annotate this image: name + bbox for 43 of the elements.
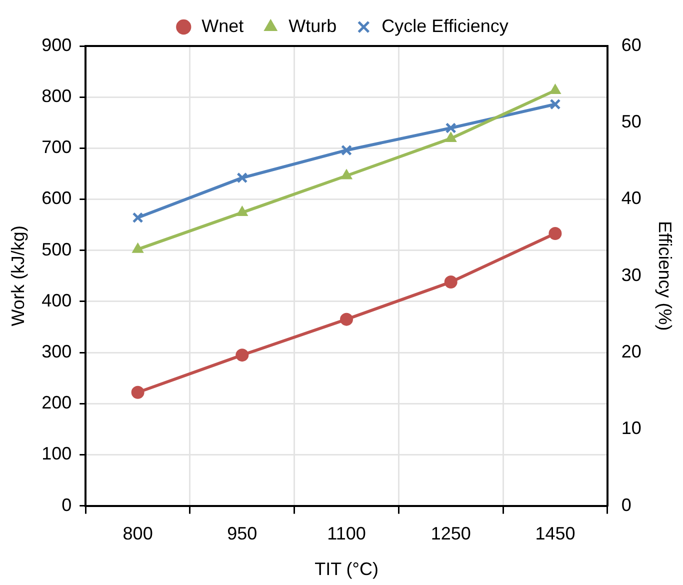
y2-tick-label: 60	[621, 34, 642, 55]
point	[340, 169, 352, 180]
point	[131, 386, 144, 399]
point	[445, 122, 456, 134]
y-tick-label: 600	[42, 188, 72, 208]
x-tick-label: 800	[122, 524, 153, 544]
x-axis-title: TIT (°C)	[314, 559, 378, 580]
point	[132, 212, 144, 224]
x-tick-label: 1100	[327, 524, 366, 544]
y-tick-label: 300	[42, 342, 72, 362]
point	[444, 276, 458, 289]
point	[132, 242, 144, 253]
point	[236, 172, 248, 184]
x-tick-label: 950	[227, 524, 258, 544]
point	[340, 312, 354, 326]
y-tick-label: 0	[62, 494, 72, 515]
y-tick-label: 800	[42, 86, 72, 106]
point	[445, 132, 457, 142]
y-tick-label: 100	[42, 444, 72, 464]
y2-tick-label: 30	[621, 264, 642, 285]
y2-axis-title: Efficiency (%)	[655, 221, 676, 331]
y2-tick-label: 10	[621, 418, 642, 438]
point	[236, 348, 249, 362]
point	[550, 84, 561, 94]
y-tick-label: 700	[42, 137, 72, 158]
x-tick-label: 1250	[430, 524, 471, 544]
legend-label: Cycle Efficiency	[382, 16, 508, 36]
y2-tick-label: 20	[621, 342, 642, 362]
point	[341, 144, 352, 156]
legend-label: Wturb	[288, 16, 337, 36]
x-tick-label: 1450	[535, 524, 576, 544]
y-axis-title: Work (kJ/kg)	[8, 226, 28, 326]
point	[550, 98, 561, 110]
y2-tick-label: 0	[621, 494, 632, 515]
y-tick-label: 200	[42, 392, 72, 413]
y2-tick-label: 50	[621, 112, 642, 132]
point	[236, 206, 248, 216]
legend-label: Wnet	[202, 16, 244, 36]
y-tick-label: 900	[42, 34, 72, 55]
y-tick-label: 400	[42, 290, 72, 310]
y2-tick-label: 40	[621, 188, 642, 208]
point	[548, 226, 562, 240]
y-tick-label: 500	[42, 239, 72, 260]
